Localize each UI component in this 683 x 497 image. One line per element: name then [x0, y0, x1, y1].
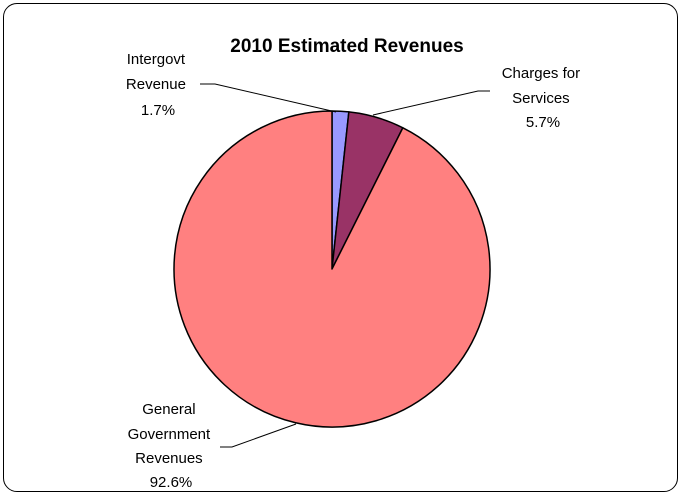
slice-label-general-line-1: General	[142, 401, 195, 418]
slice-label-general-value: 92.6%	[150, 474, 193, 491]
chart-title: 2010 Estimated Revenues	[230, 36, 463, 57]
slice-label-general-line-3: Revenues	[135, 450, 203, 467]
slice-label-intergovt: Intergovt Revenue 1.7%	[126, 51, 190, 119]
leader-lines	[200, 83, 490, 448]
slice-label-intergovt-value: 1.7%	[141, 102, 175, 119]
slice-label-intergovt-line-2: Revenue	[126, 76, 186, 93]
slice-label-general: General Government Revenues 92.6%	[128, 401, 215, 491]
leader-line-general	[220, 423, 297, 448]
slice-label-charges-line-2: Services	[512, 90, 570, 107]
slice-label-intergovt-line-1: Intergovt	[127, 51, 186, 68]
slice-label-charges-line-1: Charges for	[502, 65, 580, 82]
pie-slices	[173, 110, 491, 428]
slice-label-charges: Charges for Services 5.7%	[502, 65, 585, 131]
slice-label-general-line-2: Government	[128, 426, 211, 443]
slice-label-charges-value: 5.7%	[526, 114, 560, 131]
leader-line-intergovt	[200, 83, 337, 113]
slice-general	[173, 110, 491, 428]
leader-line-charges	[372, 90, 490, 116]
